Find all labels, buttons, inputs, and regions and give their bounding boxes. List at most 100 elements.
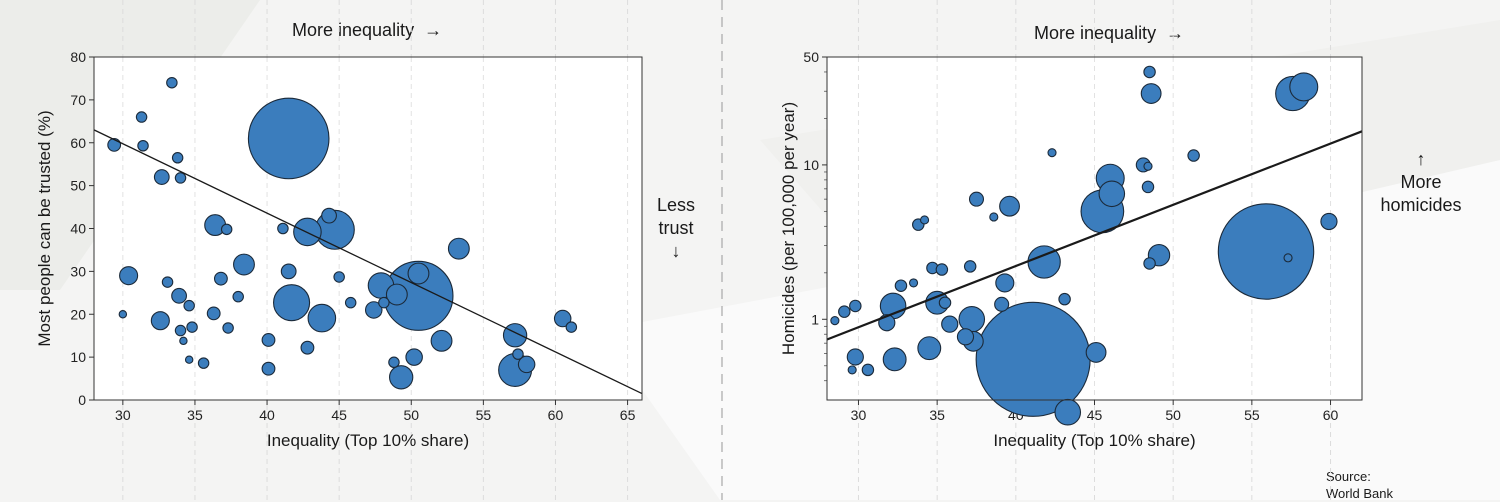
data-bubble [941,315,959,333]
data-bubble [232,290,244,303]
y-tick-label: 50 [70,178,86,194]
data-bubble [166,76,178,89]
data-bubble [994,296,1010,312]
data-bubble [908,278,919,288]
data-bubble [405,348,423,366]
data-bubble [894,279,908,292]
data-bubble [150,311,170,331]
data-bubble [956,328,975,346]
trend-line [826,130,1363,341]
x-tick-label: 60 [548,407,564,423]
y-tick-label: 20 [70,306,86,322]
data-bubble [222,322,234,334]
data-bubble [307,303,337,333]
data-bubble [261,361,276,376]
data-bubble [938,296,952,309]
left-top-label: More inequality → [292,20,443,40]
source-note: Source: World Bank [1326,469,1393,501]
data-bubble [1058,292,1071,306]
data-bubble [512,348,524,360]
data-bubble [847,365,857,375]
data-bubble [333,271,345,283]
data-bubble [1283,253,1293,263]
x-tick-label: 30 [115,407,131,423]
trend-line [93,129,643,395]
data-bubble [1141,180,1155,194]
y-tick-label: 60 [70,135,86,151]
data-bubble [277,222,289,235]
data-bubble [958,305,986,333]
y-tick-label: 80 [70,49,86,65]
arrow-down-icon: ↓ [671,241,681,261]
y-tick-label: 10 [70,349,86,365]
data-bubble [107,137,122,152]
x-tick-label: 45 [331,407,347,423]
x-tick-label: 40 [259,407,275,423]
data-bubble [975,301,1091,417]
data-bubble [300,340,315,355]
y-tick-label: 30 [70,263,86,279]
data-bubble [213,271,228,286]
x-tick-label: 60 [1323,407,1339,423]
data-bubble [385,283,408,306]
data-bubble [999,195,1020,217]
arrow-right-icon: → [1166,23,1185,43]
data-bubble [430,329,453,352]
data-bubble [183,299,195,312]
data-bubble [1054,398,1082,426]
data-bubble [378,296,390,309]
data-bubble [968,191,985,207]
data-bubble [882,347,907,372]
data-bubble [184,355,194,364]
data-bubble [321,207,337,224]
data-bubble [407,262,430,285]
data-bubble [1143,161,1153,171]
data-bubble [135,111,148,123]
data-bubble [119,266,139,286]
data-bubble [364,301,383,319]
data-bubble [517,355,536,374]
data-bubble [1143,65,1156,79]
data-bubble [197,357,210,369]
x-tick-label: 50 [403,407,419,423]
x-tick-label: 55 [1244,407,1260,423]
x-tick-label: 45 [1087,407,1103,423]
x-tick-label: 55 [476,407,492,423]
data-bubble [273,284,311,322]
x-tick-label: 35 [187,407,203,423]
x-tick-label: 65 [620,407,636,423]
data-bubble [989,212,999,222]
plot-frame [826,56,1363,401]
data-bubble [137,140,149,152]
data-bubble [220,223,233,236]
data-bubble [502,323,528,348]
data-bubble [153,169,170,185]
more-homicides-annotation: ↑ More homicides [1366,148,1476,217]
data-bubble [565,321,578,333]
data-bubble [963,260,977,273]
trust-chart: 30 35 40 45 50 55 60 65 0 10 20 30 40 50 60 70 80 Inequal… [35,0,643,500]
data-bubble [995,273,1015,293]
data-bubble [1320,212,1338,231]
plot-area [94,57,642,400]
x-tick-label: 30 [851,407,867,423]
data-bubble [1187,149,1200,162]
right-top-label: More inequality → [1034,23,1185,43]
data-bubble [846,348,864,366]
data-bubble [174,324,187,337]
y-tick-label: 0 [78,392,86,408]
data-bubble [186,321,198,333]
data-bubble [388,356,400,369]
y-tick-label: 1 [811,311,819,327]
y-tick-label: 50 [803,49,819,65]
data-bubble [447,237,470,260]
data-bubble [935,263,949,276]
data-bubble [388,365,414,390]
data-bubble [1047,148,1057,158]
data-bubble [179,336,188,346]
data-bubble [1140,83,1162,104]
arrow-up-icon: ↑ [1416,149,1426,169]
data-bubble [344,296,357,309]
x-tick-label: 50 [1165,407,1181,423]
